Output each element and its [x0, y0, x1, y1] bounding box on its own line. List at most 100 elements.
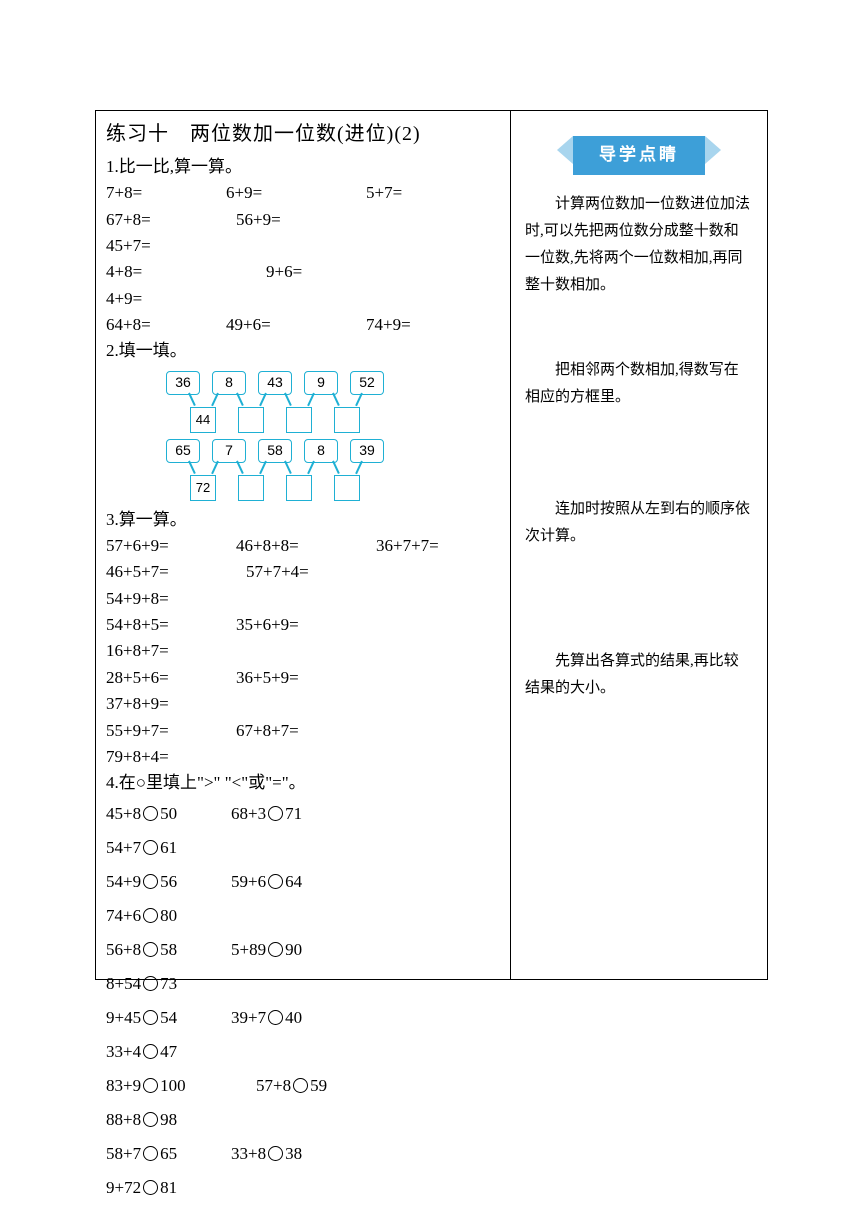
comparison-left: 54+7 [106, 838, 141, 857]
guidance-paragraph: 连加时按照从左到右的顺序依次计算。 [525, 496, 753, 550]
equation: 28+5+6= [106, 665, 236, 691]
chain-connector [318, 393, 376, 407]
q1-row: 67+8=56+9=45+7= [106, 207, 504, 260]
guidance-banner-wrap: 导学点睛 [525, 136, 753, 175]
comparison-right: 90 [285, 940, 302, 959]
comparison-left: 39+7 [231, 1008, 266, 1027]
comparison-right: 71 [285, 804, 302, 823]
guidance-paragraph: 先算出各算式的结果,再比较结果的大小。 [525, 648, 753, 702]
chain-sum-box: 72 [190, 475, 216, 501]
question-1-label: 1.比一比,算一算。 [106, 154, 504, 180]
blank-circle-icon [293, 1078, 308, 1093]
q4-row: 83+910057+85988+898 [106, 1069, 504, 1137]
equation: 79+8+4= [106, 744, 226, 770]
equation: 4+9= [106, 286, 186, 312]
blank-circle-icon [143, 1010, 158, 1025]
equation: 45+7= [106, 233, 226, 259]
blank-circle-icon [268, 1010, 283, 1025]
comparison-left: 56+8 [106, 940, 141, 959]
comparison: 33+447 [106, 1035, 236, 1069]
equation: 6+9= [226, 180, 366, 206]
equation: 5+7= [366, 180, 486, 206]
equation: 55+9+7= [106, 718, 236, 744]
chain-sum-box [238, 475, 264, 501]
blank-circle-icon [143, 806, 158, 821]
comparison-right: 98 [160, 1110, 177, 1129]
equation: 74+9= [366, 312, 486, 338]
q1-row: 4+8=9+6=4+9= [106, 259, 504, 312]
comparison: 9+7281 [106, 1171, 236, 1205]
chain-node: 43 [258, 371, 292, 395]
comparison: 59+664 [231, 865, 386, 899]
comparison-left: 68+3 [231, 804, 266, 823]
comparison-left: 54+9 [106, 872, 141, 891]
chain-node: 65 [166, 439, 200, 463]
chain-sum-box [334, 475, 360, 501]
chain-node: 7 [212, 439, 246, 463]
comparison: 9+4554 [106, 1001, 231, 1035]
equation: 57+7+4= [246, 559, 406, 585]
blank-circle-icon [143, 1078, 158, 1093]
chain-sum-row: 44 [174, 393, 504, 433]
guidance-paragraph: 计算两位数加一位数进位加法时,可以先把两位数分成整十数和一位数,先将两个一位数相… [525, 191, 753, 299]
comparison-right: 38 [285, 1144, 302, 1163]
equation: 46+8+8= [236, 533, 376, 559]
comparison-right: 47 [160, 1042, 177, 1061]
equation: 37+8+9= [106, 691, 226, 717]
blank-circle-icon [143, 908, 158, 923]
chain-sum-row: 72 [174, 461, 504, 501]
comparison: 5+8990 [231, 933, 386, 967]
blank-circle-icon [268, 806, 283, 821]
guidance-column: 导学点睛 计算两位数加一位数进位加法时,可以先把两位数分成整十数和一位数,先将两… [511, 111, 767, 979]
chain-sum-box [286, 407, 312, 433]
equation: 4+8= [106, 259, 266, 285]
chain-node: 52 [350, 371, 384, 395]
q1-row: 7+8=6+9=5+7= [106, 180, 504, 206]
comparison-right: 80 [160, 906, 177, 925]
comparison: 74+680 [106, 899, 236, 933]
blank-circle-icon [268, 874, 283, 889]
q4-row: 54+95659+66474+680 [106, 865, 504, 933]
blank-circle-icon [143, 1112, 158, 1127]
comparison: 54+761 [106, 831, 236, 865]
comparison-right: 40 [285, 1008, 302, 1027]
comparison-right: 54 [160, 1008, 177, 1027]
comparison: 33+838 [231, 1137, 386, 1171]
equation: 7+8= [106, 180, 226, 206]
equation: 36+7+7= [376, 533, 496, 559]
chain-node: 8 [304, 439, 338, 463]
chain-diagram: 65 7 58 8 39 72 [166, 439, 504, 501]
blank-circle-icon [143, 1180, 158, 1195]
chain-node: 58 [258, 439, 292, 463]
comparison-left: 9+72 [106, 1178, 141, 1197]
equation: 46+5+7= [106, 559, 246, 585]
chain-connector [318, 461, 376, 475]
comparison-right: 100 [160, 1076, 186, 1095]
blank-circle-icon [268, 1146, 283, 1161]
chain-sum-box [238, 407, 264, 433]
comparison: 54+956 [106, 865, 231, 899]
comparison-right: 65 [160, 1144, 177, 1163]
question-4-label: 4.在○里填上">" "<"或"="。 [106, 770, 504, 796]
chain-node: 39 [350, 439, 384, 463]
blank-circle-icon [268, 942, 283, 957]
comparison: 45+850 [106, 797, 231, 831]
question-2: 2.填一填。 3684395244 65 7 58 8 39 72 [106, 338, 504, 500]
blank-circle-icon [143, 1146, 158, 1161]
chain-diagram: 3684395244 [166, 371, 504, 433]
exercise-title: 练习十 两位数加一位数(进位)(2) [106, 119, 504, 150]
comparison: 68+3 71 [231, 797, 386, 831]
comparison-left: 8+54 [106, 974, 141, 993]
question-3: 3.算一算。 57+6+9=46+8+8=36+7+7=46+5+7=57+7+… [106, 507, 504, 770]
blank-circle-icon [143, 874, 158, 889]
q1-row: 64+8=49+6=74+9= [106, 312, 504, 338]
question-2-label: 2.填一填。 [106, 338, 504, 364]
comparison-right: 58 [160, 940, 177, 959]
q3-row: 57+6+9=46+8+8=36+7+7= [106, 533, 504, 559]
comparison-right: 64 [285, 872, 302, 891]
comparison: 83+9100 [106, 1069, 256, 1103]
chain-node: 36 [166, 371, 200, 395]
comparison-left: 45+8 [106, 804, 141, 823]
q3-row: 55+9+7=67+8+7=79+8+4= [106, 718, 504, 771]
worksheet-page: 练习十 两位数加一位数(进位)(2) 1.比一比,算一算。 7+8=6+9=5+… [0, 0, 863, 1061]
